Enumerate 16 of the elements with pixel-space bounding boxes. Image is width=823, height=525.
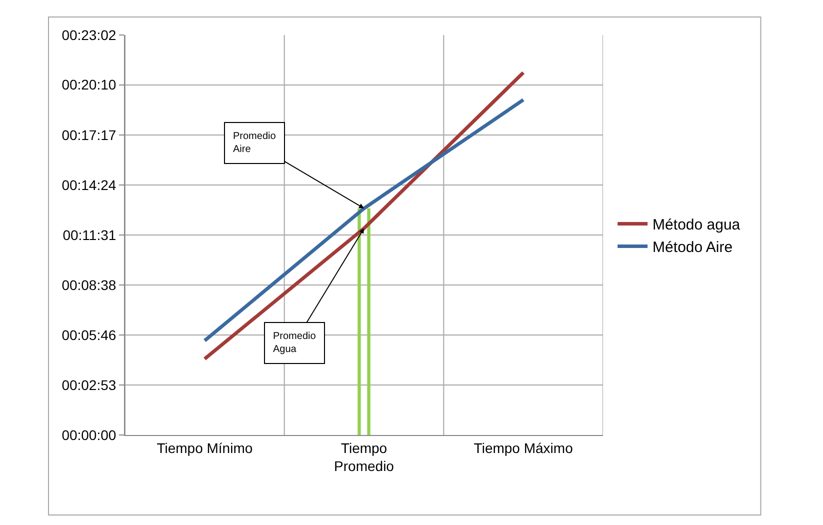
y-tick-label: 00:14:24 [62,176,116,193]
annotation: Promedio Agua [273,331,316,355]
x-tick-label: Tiempo Mínimo [156,440,253,456]
y-tick-label: 00:02:53 [62,376,116,393]
x-tick-label: Tiempo Máximo [474,440,574,456]
y-tick-label: 00:17:17 [62,126,116,143]
y-tick-label: 00:11:31 [62,226,116,243]
y-tick-label: 00:23:02 [62,26,116,43]
legend-label: Método Aire [652,239,733,256]
y-tick-label: 00:05:46 [62,326,116,343]
y-tick-label: 00:20:10 [62,76,116,93]
y-tick-label: 00:08:38 [62,276,116,293]
annotation: Promedio Aire [233,131,276,155]
x-tick-label: Tiempo Promedio [334,440,394,474]
y-tick-label: 00:00:00 [62,426,116,443]
legend-label: Método agua [652,216,741,234]
